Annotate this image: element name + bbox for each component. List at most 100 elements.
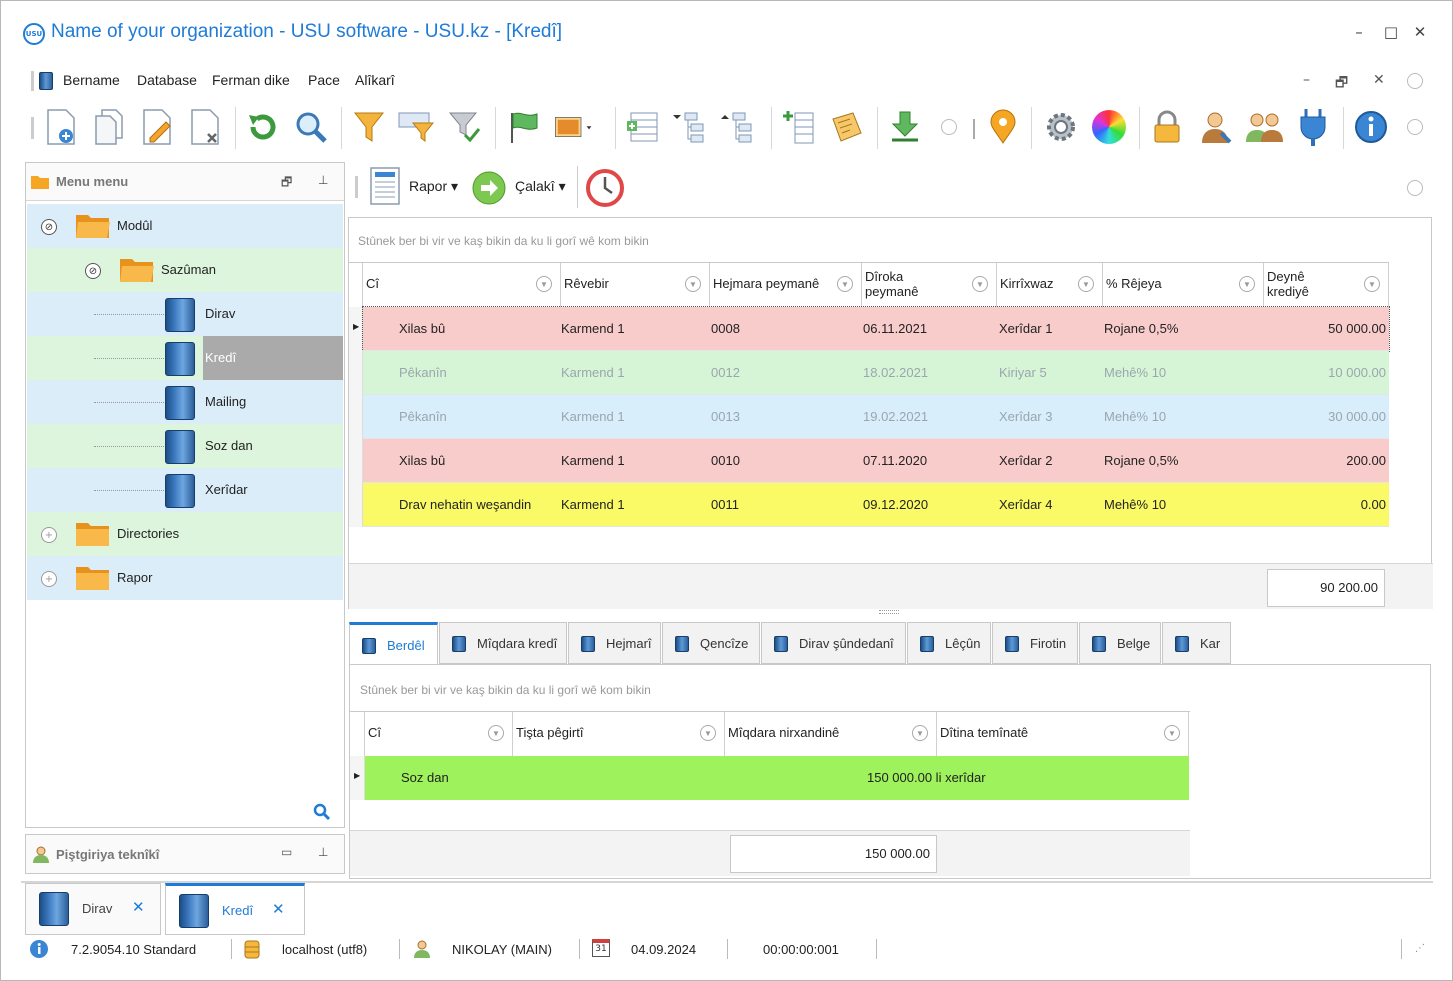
tree-item-modul[interactable]: ⊘ Modûl bbox=[27, 204, 343, 248]
filter-icon[interactable]: ▼ bbox=[837, 276, 853, 292]
tab-hejmari[interactable]: Hejmarî bbox=[568, 622, 661, 664]
refresh-icon[interactable] bbox=[243, 107, 283, 147]
panel-restore-icon[interactable]: ▭ bbox=[281, 845, 293, 859]
collapse-icon[interactable]: ⊘ bbox=[41, 219, 57, 235]
menu-alikari[interactable]: Alîkarî bbox=[355, 72, 395, 88]
mdi-restore-button[interactable]: 🗗 bbox=[1335, 75, 1349, 91]
tab-dirav-sundedani[interactable]: Dirav şûndedanî bbox=[761, 622, 906, 664]
lock-icon[interactable] bbox=[1147, 107, 1187, 147]
mdi-close-button[interactable]: ✕ bbox=[1373, 72, 1385, 88]
row-indicator[interactable]: ▶ bbox=[349, 307, 363, 351]
tree-collapse-icon[interactable] bbox=[719, 107, 759, 147]
download-icon[interactable] bbox=[885, 107, 925, 147]
close-tab-icon[interactable]: ✕ bbox=[132, 898, 145, 916]
document-tab-dirav[interactable]: Dirav ✕ bbox=[25, 883, 161, 935]
add-document-icon[interactable] bbox=[41, 107, 81, 147]
tab-lecun[interactable]: Lêçûn bbox=[907, 622, 991, 664]
column-header-tista-pegirti[interactable]: Tişta pêgirtî ▼ bbox=[513, 712, 725, 756]
filter-icon[interactable] bbox=[349, 107, 389, 147]
filter-icon[interactable]: ▼ bbox=[912, 725, 928, 741]
color-wheel-icon[interactable] bbox=[1089, 107, 1129, 147]
table-row[interactable]: Soz dan 150 000.00 li xerîdar bbox=[365, 756, 1189, 800]
image-icon[interactable] bbox=[553, 107, 593, 147]
toolbar-overflow-icon[interactable] bbox=[1395, 107, 1435, 147]
menu-ferman-dike[interactable]: Ferman dike bbox=[212, 72, 290, 88]
table-row[interactable]: Pêkanîn Karmend 1 0012 18.02.2021 Kiriyar 5 M… bbox=[363, 351, 1389, 395]
settings-icon[interactable] bbox=[1041, 107, 1081, 147]
clock-icon[interactable] bbox=[585, 168, 625, 208]
report-menu-button[interactable]: Rapor ▾ bbox=[409, 178, 459, 194]
panel-pin-icon[interactable]: ⊥ bbox=[318, 173, 329, 187]
menu-bername[interactable]: Bername bbox=[63, 72, 120, 88]
flag-icon[interactable] bbox=[503, 107, 543, 147]
edit-document-icon[interactable] bbox=[137, 107, 177, 147]
filter-icon[interactable]: ▼ bbox=[1364, 276, 1380, 292]
toolbar-overflow-icon[interactable] bbox=[1407, 180, 1423, 196]
add-column-icon[interactable] bbox=[779, 107, 819, 147]
filter-icon[interactable]: ▼ bbox=[685, 276, 701, 292]
plugin-icon[interactable] bbox=[1293, 107, 1333, 147]
row-indicator[interactable]: ▶ bbox=[350, 756, 365, 800]
column-header-rejeya[interactable]: % Rêjeya ▼ bbox=[1103, 263, 1264, 307]
action-menu-button[interactable]: Çalakî ▾ bbox=[515, 178, 566, 194]
menu-pace[interactable]: Pace bbox=[308, 72, 340, 88]
column-header-ci[interactable]: Cî ▼ bbox=[363, 263, 561, 307]
collapse-icon[interactable]: ⊘ bbox=[85, 263, 101, 279]
tab-kar[interactable]: Kar bbox=[1162, 622, 1231, 664]
table-row[interactable]: Pêkanîn Karmend 1 0013 19.02.2021 Xerîdar 3 M… bbox=[363, 395, 1389, 439]
expand-icon[interactable]: + bbox=[41, 571, 57, 587]
info-icon[interactable] bbox=[1351, 107, 1391, 147]
filter-icon[interactable]: ▼ bbox=[536, 276, 552, 292]
row-indicator[interactable] bbox=[349, 483, 363, 527]
filter-icon[interactable]: ▼ bbox=[972, 276, 988, 292]
filter-icon[interactable]: ▼ bbox=[488, 725, 504, 741]
search-icon[interactable] bbox=[313, 803, 331, 821]
minimize-button[interactable]: – bbox=[1355, 23, 1363, 41]
table-row[interactable]: Xilas bû Karmend 1 0008 06.11.2021 Xerîdar 1… bbox=[362, 306, 1390, 352]
row-indicator[interactable] bbox=[349, 351, 363, 395]
tree-item-soz-dan[interactable]: Soz dan bbox=[27, 424, 343, 468]
maximize-button[interactable]: □ bbox=[1383, 23, 1399, 41]
row-indicator[interactable] bbox=[349, 439, 363, 483]
tree-item-sazuman[interactable]: ⊘ Sazûman bbox=[27, 248, 343, 292]
tree-item-xeridar[interactable]: Xerîdar bbox=[27, 468, 343, 512]
tree-item-directories[interactable]: + Directories bbox=[27, 512, 343, 556]
table-row[interactable]: Xilas bû Karmend 1 0010 07.11.2020 Xerîdar 2… bbox=[363, 439, 1389, 483]
copy-document-icon[interactable] bbox=[89, 107, 129, 147]
panel-float-icon[interactable]: 🗗 bbox=[281, 175, 293, 189]
splitter-handle[interactable] bbox=[879, 610, 899, 614]
panel-pin-icon[interactable]: ⊥ bbox=[318, 845, 329, 859]
toolbar-overflow-icon[interactable] bbox=[929, 107, 969, 147]
filter-icon[interactable]: ▼ bbox=[1164, 725, 1180, 741]
row-indicator[interactable] bbox=[349, 395, 363, 439]
tree-item-rapor[interactable]: + Rapor bbox=[27, 556, 343, 600]
tree-item-mailing[interactable]: Mailing bbox=[27, 380, 343, 424]
tree-item-kredi[interactable]: Kredî bbox=[27, 336, 343, 380]
column-header-kirrixwaz[interactable]: Kirrîxwaz ▼ bbox=[997, 263, 1103, 307]
close-button[interactable]: ✕ bbox=[1413, 23, 1427, 41]
filter-check-icon[interactable] bbox=[445, 107, 485, 147]
filter-icon[interactable]: ▼ bbox=[1078, 276, 1094, 292]
tab-firotin[interactable]: Firotin bbox=[992, 622, 1078, 664]
column-header-ci[interactable]: Cî ▼ bbox=[365, 712, 513, 756]
table-row[interactable]: Drav nehatin weşandin Karmend 1 0011 09.12.… bbox=[363, 483, 1389, 527]
tree-expand-icon[interactable] bbox=[671, 107, 711, 147]
close-tab-icon[interactable]: ✕ bbox=[272, 900, 285, 918]
sticky-notes-icon[interactable] bbox=[827, 107, 867, 147]
document-tab-kredi[interactable]: Kredî ✕ bbox=[165, 883, 305, 935]
mdi-minimize-button[interactable]: – bbox=[1303, 72, 1310, 88]
resize-grip-icon[interactable]: ⋰ bbox=[1415, 943, 1425, 954]
column-header-miqdara-nirxandine[interactable]: Mîqdara nirxandinê ▼ bbox=[725, 712, 937, 756]
column-header-hejmara-peymane[interactable]: Hejmara peymanê ▼ bbox=[710, 263, 862, 307]
menu-database[interactable]: Database bbox=[137, 72, 197, 88]
delete-document-icon[interactable] bbox=[185, 107, 225, 147]
expand-rows-icon[interactable] bbox=[623, 107, 663, 147]
tab-miqdara-kredi[interactable]: Mîqdara kredî bbox=[439, 622, 567, 664]
tab-belge[interactable]: Belge bbox=[1079, 622, 1161, 664]
column-header-ditina-teminate[interactable]: Dîtina temînatê ▼ bbox=[937, 712, 1189, 756]
filter-icon[interactable]: ▼ bbox=[700, 725, 716, 741]
column-header-deyne-krediye[interactable]: Deynê krediyê ▼ bbox=[1264, 263, 1389, 307]
column-header-revebir[interactable]: Rêvebir ▼ bbox=[561, 263, 710, 307]
filter-icon[interactable]: ▼ bbox=[1239, 276, 1255, 292]
tab-qencize[interactable]: Qencîze bbox=[662, 622, 760, 664]
